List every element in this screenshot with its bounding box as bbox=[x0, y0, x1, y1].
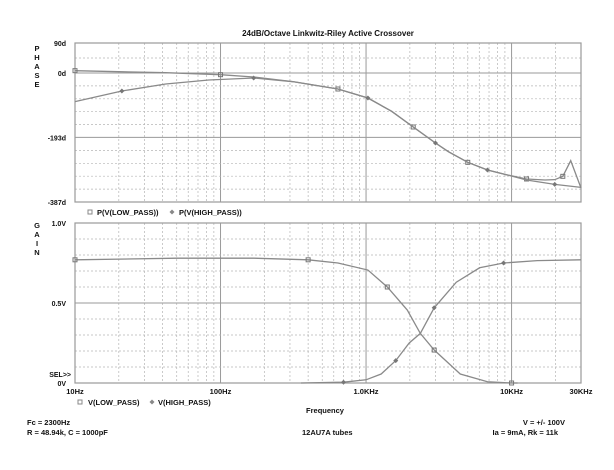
gain-axis-label: GAIN bbox=[33, 221, 42, 257]
plot-frame bbox=[74, 42, 582, 203]
x-tick-label: 1.0KHz bbox=[354, 387, 379, 396]
data-point-square bbox=[384, 284, 390, 290]
data-point-square bbox=[72, 257, 78, 263]
data-point-square bbox=[305, 257, 311, 263]
legend-high-pass-gain: V(HIGH_PASS) bbox=[158, 398, 211, 407]
data-point-diamond bbox=[484, 167, 490, 173]
legend-diamond-icon bbox=[169, 209, 175, 215]
data-point-square bbox=[560, 173, 566, 179]
y-tick-label: -193d bbox=[48, 135, 66, 142]
phase-legend: P(V(LOW_PASS)) P(V(HIGH_PASS)) bbox=[87, 208, 242, 217]
annotation-rc: R = 48.94k, C = 1000pF bbox=[27, 428, 108, 437]
series-line-v-high-pass- bbox=[300, 259, 582, 384]
data-point-square bbox=[218, 72, 224, 78]
selector-label[interactable]: SEL>> bbox=[49, 372, 71, 379]
data-point-square bbox=[72, 68, 78, 74]
x-tick-label: 30KHz bbox=[570, 387, 593, 396]
legend-low-pass-gain: V(LOW_PASS) bbox=[88, 398, 140, 407]
data-point-square bbox=[465, 159, 471, 165]
data-point-diamond bbox=[119, 88, 125, 94]
x-tick-label: 10Hz bbox=[66, 387, 84, 396]
x-tick-label: 10KHz bbox=[500, 387, 523, 396]
y-tick-label: 0V bbox=[57, 381, 66, 388]
data-point-diamond bbox=[365, 95, 371, 101]
phase-axis-label: PHASE bbox=[33, 44, 42, 89]
phase-plot: 90d 0d -193d -387d bbox=[48, 41, 582, 207]
data-point-diamond bbox=[431, 305, 437, 311]
gain-legend: V(LOW_PASS) V(HIGH_PASS) bbox=[77, 398, 211, 407]
annotation-fc: Fc = 2300Hz bbox=[27, 418, 70, 427]
y-tick-label: -387d bbox=[48, 200, 66, 207]
annotation-current: Ia = 9mA, Rk = 11k bbox=[493, 428, 559, 437]
legend-low-pass-phase: P(V(LOW_PASS)) bbox=[97, 208, 159, 217]
y-tick-label: 1.0V bbox=[52, 221, 67, 228]
data-point-diamond bbox=[432, 140, 438, 146]
data-point-diamond bbox=[341, 379, 347, 385]
series-line-v-low-pass- bbox=[74, 257, 518, 384]
legend-square-icon bbox=[77, 399, 83, 405]
y-tick-label: 90d bbox=[54, 41, 66, 48]
chart-title: 24dB/Octave Linkwitz-Riley Active Crosso… bbox=[242, 29, 414, 38]
annotation-voltage: V = +/- 100V bbox=[523, 418, 565, 427]
y-tick-label: 0d bbox=[58, 71, 66, 78]
legend-diamond-icon bbox=[149, 399, 155, 405]
data-point-diamond bbox=[393, 358, 399, 364]
data-point-diamond bbox=[251, 75, 257, 81]
data-point-diamond bbox=[501, 260, 507, 266]
data-point-square bbox=[431, 347, 437, 353]
data-point-square bbox=[410, 124, 416, 130]
x-tick-label: 100Hz bbox=[210, 387, 232, 396]
annotation-tubes: 12AU7A tubes bbox=[302, 428, 353, 437]
series-line-p-v-high-pass- bbox=[74, 77, 582, 188]
legend-square-icon bbox=[87, 209, 93, 215]
x-axis-label: Frequency bbox=[306, 406, 345, 415]
legend-high-pass-phase: P(V(HIGH_PASS)) bbox=[179, 208, 242, 217]
y-tick-label: 0.5V bbox=[52, 301, 67, 308]
data-point-diamond bbox=[552, 181, 558, 187]
data-point-square bbox=[509, 380, 515, 386]
